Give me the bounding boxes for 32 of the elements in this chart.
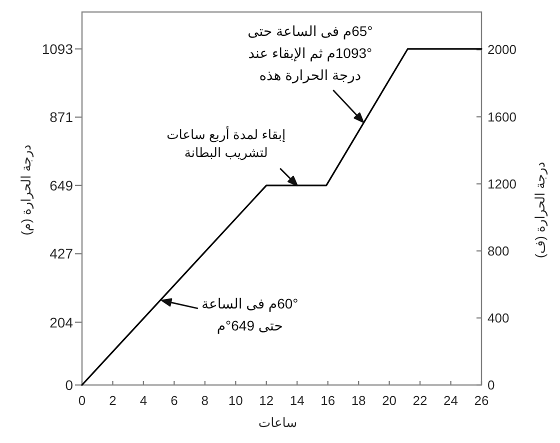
y2-tick-label: 2000 [488, 42, 516, 58]
annotation: 60°م فى الساعة حتى 649°م [202, 295, 298, 334]
y-tick-label: 204 [50, 314, 74, 330]
x-tick-label: 12 [259, 393, 274, 408]
x-tick-label: 22 [412, 393, 428, 408]
x-tick-label: 24 [444, 393, 458, 408]
y2-tick-label: 1600 [488, 109, 516, 124]
x-tick-label: 0 [78, 393, 86, 408]
y-tick-label: 0 [65, 377, 74, 393]
y2-tick-label: 800 [488, 243, 510, 258]
x-tick-label: 16 [320, 393, 336, 408]
x-tick-label: 18 [351, 393, 366, 408]
y-tick-label: 871 [50, 109, 74, 126]
annotation: إبقاء لمدة أربع ساعات لتشريب البطانة [166, 126, 286, 160]
x-tick-label: 4 [140, 393, 148, 408]
x-tick-label: 2 [109, 393, 116, 408]
y2-tick-label: 400 [488, 310, 510, 326]
y-tick-label: 1093 [42, 40, 74, 57]
x-tick-label: 6 [170, 393, 178, 408]
x-tick-label: 8 [201, 393, 209, 408]
annotation: 65°م فى الساعة حتى 1093°م ثم الإبقاء عند درجة الحرارة هذه [248, 23, 373, 84]
x-tick-label: 14 [290, 393, 304, 408]
y-tick-label: 649 [50, 177, 74, 194]
x-tick-label: 10 [228, 393, 243, 408]
x-axis-title: ساعات [258, 415, 298, 430]
y2-axis-title: درجة الحرارة (ف) [532, 162, 548, 258]
x-tick-label: 26 [474, 393, 489, 408]
y2-tick-label: 0 [488, 378, 495, 392]
y-axis-title: درجة الحرارة (م) [18, 144, 34, 236]
y-tick-label: 427 [50, 246, 74, 262]
y2-tick-label: 1200 [488, 176, 516, 192]
x-tick-label: 20 [382, 393, 397, 408]
